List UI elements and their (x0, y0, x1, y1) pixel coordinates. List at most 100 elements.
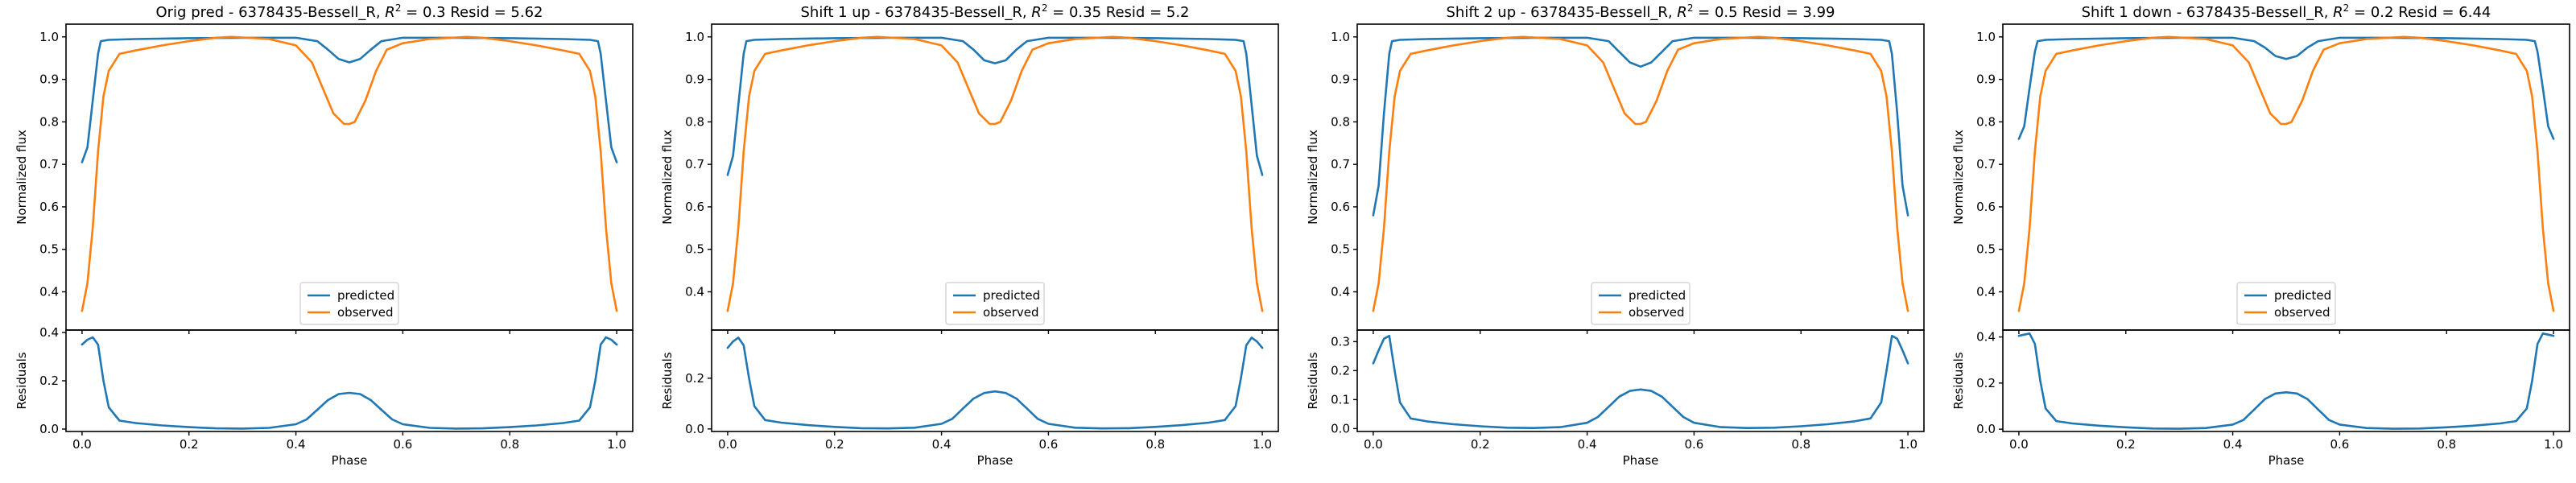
flux-ytick-label: 1.0 (685, 30, 704, 44)
legend: predicted observed (2236, 282, 2336, 325)
title-r2-exponent: 2 (2343, 2, 2350, 14)
x-axis-label: Phase (1623, 453, 1659, 468)
title-prefix: Shift 1 down - 6378435-Bessell_R, (2082, 4, 2334, 21)
legend-label-observed: observed (983, 305, 1039, 320)
title-prefix: Shift 1 up - 6378435-Bessell_R, (800, 4, 1031, 21)
title-prefix: Orig pred - 6378435-Bessell_R, (155, 4, 385, 21)
flux-ytick-label: 0.6 (39, 200, 59, 214)
flux-ytick-label: 0.4 (685, 285, 704, 299)
residuals-ytick-label: 0.0 (39, 422, 59, 436)
legend: predicted observed (945, 282, 1045, 325)
title-r2-symbol: R (2333, 4, 2343, 21)
flux-ytick-label: 0.4 (1976, 285, 1996, 299)
residuals-line (80, 336, 618, 430)
title-r2-value: = 0.5 (1693, 4, 1737, 21)
residuals-axes-frame (65, 329, 634, 432)
flux-ytick-label: 0.8 (685, 114, 704, 129)
title-r2-exponent: 2 (395, 2, 402, 14)
series-line-predicted (726, 36, 1264, 176)
title-r2-value: = 0.2 (2349, 4, 2393, 21)
phase-xtick-label: 0.6 (393, 437, 412, 452)
residuals-ytick-label: 0.2 (1331, 363, 1350, 378)
phase-xtick-label: 0.8 (2437, 437, 2456, 452)
flux-ytick-label: 0.9 (39, 72, 59, 87)
phase-xtick-label: 0.0 (1364, 437, 1383, 452)
residuals-line (1372, 334, 1909, 430)
residuals-line (2017, 332, 2555, 430)
residuals-ytick-label: 0.0 (1976, 422, 1996, 436)
flux-ytick-label: 0.9 (1976, 72, 1996, 87)
phase-xtick-label: 0.4 (2223, 437, 2243, 452)
flux-ytick-label: 0.5 (39, 242, 59, 257)
residuals-axes-frame (1356, 329, 1925, 432)
series-line-observed (2017, 35, 2555, 312)
residuals-y-axis-label: Residuals (1306, 352, 1320, 409)
flux-ytick-label: 0.8 (1976, 114, 1996, 129)
legend-label-predicted: predicted (1629, 288, 1686, 303)
series-line-observed (80, 35, 618, 312)
flux-ytick-label: 0.8 (39, 114, 59, 129)
residuals-y-axis-label: Residuals (660, 352, 675, 409)
flux-ytick-label: 1.0 (1331, 30, 1350, 44)
phase-xtick-label: 1.0 (1253, 437, 1272, 452)
phase-xtick-label: 0.0 (2009, 437, 2029, 452)
title-r2-exponent: 2 (1042, 2, 1048, 14)
phase-xtick-label: 0.4 (932, 437, 952, 452)
phase-xtick-label: 0.4 (287, 437, 306, 452)
phase-xtick-label: 1.0 (2544, 437, 2563, 452)
phase-xtick-label: 0.6 (1684, 437, 1703, 452)
title-prefix: Shift 2 up - 6378435-Bessell_R, (1446, 4, 1677, 21)
legend-label-predicted: predicted (983, 288, 1040, 303)
panel-title: Orig pred - 6378435-Bessell_R, R2 = 0.3 … (155, 2, 543, 21)
legend-box (2236, 282, 2336, 325)
flux-ytick-label: 0.4 (1331, 285, 1350, 299)
phase-xtick-label: 0.8 (1791, 437, 1810, 452)
flux-ytick-label: 0.6 (1331, 200, 1350, 214)
phase-xtick-label: 0.8 (1146, 437, 1165, 452)
title-r2-exponent: 2 (1687, 2, 1694, 14)
series-line-predicted (80, 36, 618, 163)
panel-2: Shift 1 up - 6378435-Bessell_R, R2 = 0.3… (660, 2, 1279, 468)
flux-ytick-label: 0.7 (685, 157, 704, 171)
phase-xtick-label: 0.2 (2116, 437, 2136, 452)
residuals-axes-frame (711, 329, 1279, 432)
flux-ytick-label: 1.0 (39, 30, 59, 44)
title-resid: Resid = 6.44 (2393, 4, 2491, 21)
x-axis-label: Phase (977, 453, 1013, 468)
residuals-y-axis-label: Residuals (1951, 352, 1966, 409)
panel-title: Shift 2 up - 6378435-Bessell_R, R2 = 0.5… (1446, 2, 1835, 21)
panel-4: Shift 1 down - 6378435-Bessell_R, R2 = 0… (1951, 2, 2570, 468)
phase-xtick-label: 0.2 (825, 437, 844, 452)
residuals-ytick-label: 0.3 (1331, 334, 1350, 349)
title-resid: Resid = 5.2 (1101, 4, 1189, 21)
flux-ytick-label: 0.6 (685, 200, 704, 214)
panel-1: Orig pred - 6378435-Bessell_R, R2 = 0.3 … (14, 2, 634, 468)
legend-box (1591, 282, 1690, 325)
residuals-ytick-label: 0.2 (685, 371, 704, 386)
residuals-ytick-label: 0.2 (1976, 376, 1996, 390)
residuals-ytick-label: 0.0 (685, 422, 704, 436)
phase-xtick-label: 0.0 (72, 437, 92, 452)
phase-xtick-label: 1.0 (1898, 437, 1918, 452)
phase-xtick-label: 0.2 (1471, 437, 1490, 452)
flux-ytick-label: 0.7 (39, 157, 59, 171)
legend-label-predicted: predicted (337, 288, 394, 303)
flux-ytick-label: 1.0 (1976, 30, 1996, 44)
legend-box (299, 282, 399, 325)
phase-xtick-label: 0.8 (500, 437, 519, 452)
x-axis-label: Phase (2268, 453, 2305, 468)
title-r2-value: = 0.3 (401, 4, 445, 21)
title-r2-symbol: R (385, 4, 395, 21)
legend-box (945, 282, 1045, 325)
residuals-line (726, 336, 1264, 430)
legend-label-observed: observed (2274, 305, 2330, 320)
series-line-predicted (1372, 36, 1909, 217)
residuals-ytick-label: 0.4 (39, 325, 59, 340)
residuals-ytick-label: 0.2 (39, 374, 59, 388)
flux-ytick-label: 0.5 (1976, 242, 1996, 257)
flux-ytick-label: 0.4 (39, 285, 59, 299)
phase-xtick-label: 0.0 (718, 437, 737, 452)
title-r2-symbol: R (1677, 4, 1687, 21)
x-axis-label: Phase (332, 453, 368, 468)
